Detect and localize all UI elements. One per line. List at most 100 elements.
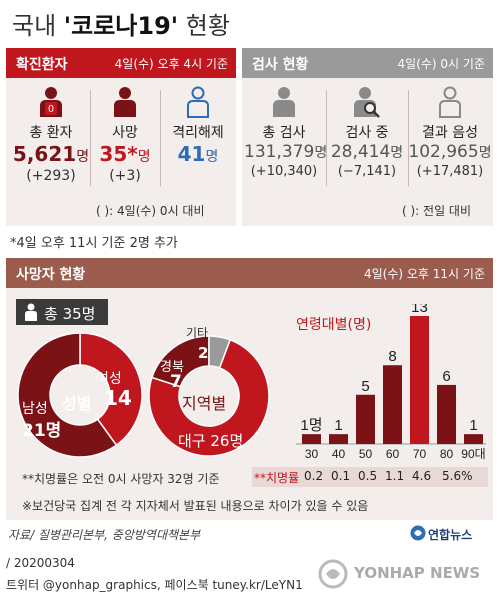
age-value-label: 1 (469, 417, 477, 434)
stat-testing: 검사 중 28,414명 (−7,141) (328, 86, 406, 179)
deaths-unit: 명 (137, 149, 151, 165)
deaths-header: 사망자 현황 4일(수) 오후 11시 기준 (6, 258, 493, 288)
slice-남성 (17, 332, 118, 458)
confirmed-divider-1 (90, 90, 91, 186)
testing-value-line: 28,414명 (328, 142, 406, 162)
age-tick-label: 50 (359, 447, 373, 461)
age-value-label: 13 (411, 304, 428, 316)
confirmed-header-label: 확진환자 (16, 57, 68, 73)
confirmed-note: ( ): 4일(수) 0시 대비 (96, 204, 205, 218)
negative-delta: (+17,481) (416, 164, 484, 179)
age-value-label: 5 (361, 378, 369, 395)
age-bar-90대 (464, 434, 483, 444)
age-chart-title: 연령대별(명) (296, 317, 372, 333)
person-blue-outline-icon (187, 86, 209, 118)
tests-divider-2 (408, 90, 409, 186)
age-bar-60 (383, 365, 402, 444)
testing-value: 28,414 (330, 142, 391, 162)
total-deaths-label: 총 35명 (44, 305, 96, 323)
rate-cell: 4.6 (412, 469, 432, 483)
total-patients-delta: (+293) (26, 168, 76, 184)
testing-unit: 명 (390, 145, 404, 161)
confirmed-divider-2 (160, 90, 161, 186)
yonhap-watermark-icon (318, 559, 348, 589)
title-suffix: 현황 (178, 12, 230, 40)
stat-total-patients: 0 총 환자 5,621명 (+293) (12, 86, 90, 184)
person-white-icon (25, 303, 37, 321)
age-tick-label: 70 (413, 447, 427, 461)
total-patients-label: 총 환자 (29, 125, 73, 141)
watermark-text: YONHAP NEWS (354, 564, 481, 582)
slice-대구 (148, 338, 270, 457)
total-tests-value: 131,379 (244, 142, 315, 162)
age-tick-label: 40 (332, 447, 346, 461)
total-tests-value-line: 131,379명 (244, 142, 328, 162)
agency-logo: 연합뉴스 (410, 524, 473, 542)
total-patients-value-line: 5,621명 (12, 142, 90, 166)
age-tick-label: 90대 (461, 447, 485, 461)
date-code: / 20200304 (6, 556, 75, 570)
social-text: 트위터 @yonhap_graphics, 페이스북 tuney.kr/LeYN… (6, 578, 303, 592)
gender-donut-chart (17, 332, 143, 458)
tests-header: 검사 현황 4일(수) 0시 기준 (242, 48, 493, 78)
deaths-value-line: 35*명 (92, 142, 158, 166)
total-deaths-box: 총 35명 (16, 299, 108, 325)
stat-released: 격리해제 41명 (162, 86, 234, 166)
tests-panel: 검사 현황 4일(수) 0시 기준 총 검사 131,379명 (+10,340… (242, 48, 493, 226)
agency-name: 연합뉴스 (428, 528, 473, 542)
total-tests-delta: (+10,340) (250, 164, 318, 179)
person-magnifier-icon (354, 87, 380, 118)
negative-value-line: 102,965명 (408, 142, 492, 162)
male-value: 21명 (22, 421, 62, 441)
fatality-rate-row: **치명률 0.2 0.1 0.5 1.1 4.6 5.6% (252, 467, 488, 487)
person-gray-icon (273, 87, 295, 117)
total-tests-unit: 명 (314, 145, 328, 161)
slice-기타 (208, 335, 232, 369)
female-value: 14 (104, 386, 132, 410)
age-bar-30 (302, 434, 321, 444)
confirmed-panel: 확진환자 4일(수) 오후 4시 기준 0 총 환자 5,621명 (+293)… (6, 48, 236, 226)
source-text: 자료/ 질병관리본부, 중앙방역대책본부 (8, 528, 201, 542)
slice-여성 (79, 332, 143, 447)
released-value: 41 (177, 142, 206, 166)
age-bar-80 (437, 384, 456, 444)
rate-cell: 0.2 (304, 469, 324, 483)
tests-header-date: 4일(수) 0시 기준 (397, 57, 485, 71)
tests-header-label: 검사 현황 (252, 57, 309, 73)
title-bold: '코로나19' (63, 12, 179, 40)
death-footnote: *4일 오후 11시 기준 2명 추가 (10, 236, 178, 251)
female-label: 여성 (96, 371, 122, 387)
confirmed-header-date: 4일(수) 오후 4시 기준 (114, 57, 228, 71)
rate-cell: 0.1 (331, 469, 351, 483)
page-title: 국내 '코로나19' 현황 (12, 6, 230, 41)
gender-center-label: 성별 (62, 394, 92, 413)
total-tests-label: 총 검사 (262, 125, 306, 141)
deaths-delta: (+3) (109, 168, 141, 184)
age-tick-label: 30 (305, 447, 319, 461)
age-bars-group: 1명 30 1 40 5 50 8 60 13 70 6 80 1 90대 (296, 304, 486, 461)
title-prefix: 국내 (12, 12, 64, 40)
gyeongbuk-value: 7 (170, 372, 182, 392)
deaths-label: 사망 (112, 125, 138, 141)
age-bar-40 (329, 434, 348, 444)
age-value-label: 1 (334, 417, 342, 434)
negative-value: 102,965 (408, 142, 479, 162)
yonhap-logo-icon (410, 525, 426, 541)
testing-label: 검사 중 (345, 125, 389, 141)
person-red-badge-icon: 0 (40, 87, 62, 117)
age-value-label: 1명 (300, 417, 322, 434)
gender-donut-slices (17, 332, 143, 458)
total-patients-unit: 명 (76, 149, 90, 165)
rate-cell: 1.1 (385, 469, 405, 483)
age-bar-70 (410, 316, 429, 444)
other-label: 기타 (186, 326, 209, 340)
confirmed-header: 확진환자 4일(수) 오후 4시 기준 (6, 48, 236, 78)
gyeongbuk-label: 경북 (160, 360, 184, 375)
male-label: 남성 (22, 401, 48, 417)
age-tick-label: 60 (386, 447, 400, 461)
rate-cell: 0.5 (358, 469, 378, 483)
stat-deaths: 사망 35*명 (+3) (92, 86, 158, 184)
deaths-header-label: 사망자 현황 (16, 267, 86, 283)
age-bar-50 (356, 394, 375, 444)
region-center-label: 지역별 (182, 394, 227, 413)
